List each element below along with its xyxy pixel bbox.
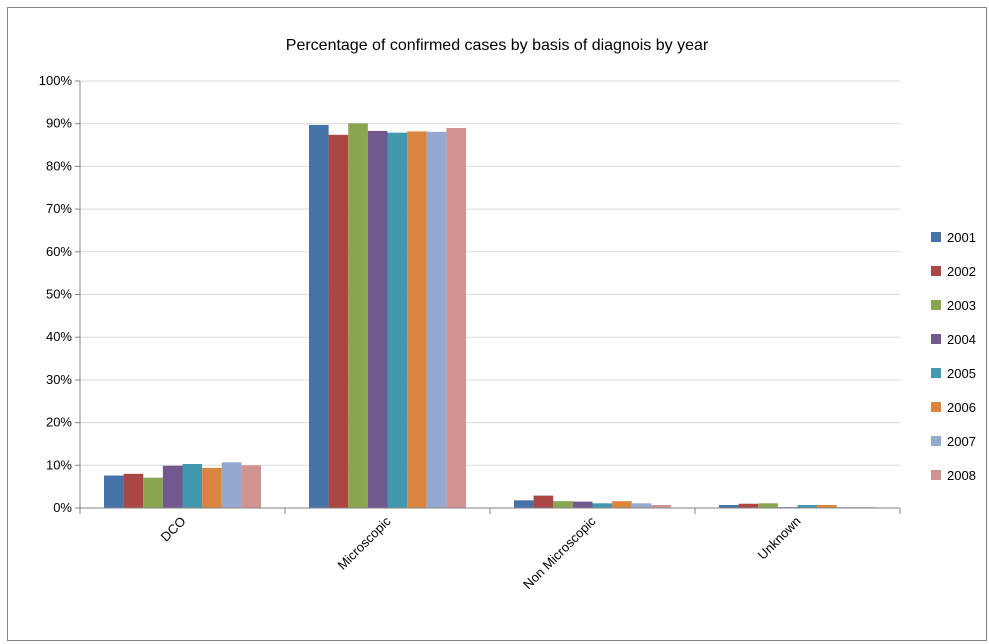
bar-2005-non-microscopic: [592, 503, 613, 508]
bar-2001-unknown: [719, 505, 739, 508]
bar-2008-non-microscopic: [651, 505, 671, 508]
legend-label: 2006: [947, 400, 976, 415]
bar-2001-dco: [104, 475, 124, 508]
x-category-label: Non Microscopic: [520, 513, 599, 592]
bar-2007-non-microscopic: [631, 503, 652, 508]
bar-2008-microscopic: [446, 127, 466, 508]
y-tick-label: 50%: [46, 287, 72, 302]
bar-2004-non-microscopic: [572, 501, 593, 508]
legend-swatch-2003: [931, 300, 941, 310]
bar-2006-microscopic: [407, 131, 427, 509]
y-tick-label: 40%: [46, 329, 72, 344]
bar-2006-unknown: [817, 505, 837, 508]
legend-swatch-2006: [931, 402, 941, 412]
y-tick-label: 0%: [53, 500, 72, 515]
legend-label: 2007: [947, 434, 976, 449]
bar-2003-dco: [143, 477, 163, 508]
legend-label: 2002: [947, 264, 976, 279]
y-tick-label: 30%: [46, 372, 72, 387]
legend-label: 2005: [947, 366, 976, 381]
legend: 2001 2002 2003 2004 2005 2006 2007 2008: [931, 230, 976, 483]
chart-frame: [7, 7, 987, 641]
legend-label: 2004: [947, 332, 976, 347]
legend-swatch-2007: [931, 436, 941, 446]
legend-label: 2001: [947, 230, 976, 245]
bar-2002-non-microscopic: [533, 495, 554, 508]
gridlines: [80, 80, 900, 466]
bar-2004-microscopic: [367, 130, 388, 509]
bar-2003-microscopic: [348, 123, 368, 508]
chart-title: Percentage of confirmed cases by basis o…: [286, 37, 709, 54]
bar-2004-dco: [162, 465, 183, 508]
bar-2005-dco: [182, 464, 203, 508]
bar-2001-microscopic: [309, 124, 329, 508]
y-tick-label: 80%: [46, 158, 72, 173]
bar-2005-microscopic: [387, 132, 408, 509]
bar-2007-microscopic: [426, 131, 447, 509]
bar-2002-dco: [123, 473, 144, 508]
bars: [104, 123, 876, 509]
y-axis-ticks: 0% 10% 20% 30% 40% 50% 60% 70% 80% 90% 100%: [39, 73, 80, 515]
bar-2006-non-microscopic: [612, 501, 632, 508]
y-tick-label: 20%: [46, 415, 72, 430]
legend-swatch-2001: [931, 232, 941, 242]
legend-swatch-2008: [931, 470, 941, 480]
x-category-label: DCO: [158, 514, 189, 545]
bar-2003-non-microscopic: [553, 501, 573, 508]
bar-2007-dco: [221, 462, 242, 508]
y-tick-label: 60%: [46, 244, 72, 259]
legend-swatch-2002: [931, 266, 941, 276]
bar-2001-non-microscopic: [514, 500, 534, 508]
bar-2002-unknown: [738, 503, 759, 508]
legend-swatch-2004: [931, 334, 941, 344]
bar-2008-dco: [241, 465, 261, 508]
legend-label: 2003: [947, 298, 976, 313]
y-tick-label: 10%: [46, 457, 72, 472]
bar-2006-dco: [202, 467, 222, 508]
bar-2005-unknown: [797, 505, 818, 508]
legend-swatch-2005: [931, 368, 941, 378]
x-category-label: Unknown: [755, 514, 804, 563]
x-category-label: Microscopic: [334, 513, 393, 572]
bar-2003-unknown: [758, 503, 778, 508]
y-tick-label: 100%: [39, 73, 73, 88]
x-axis-ticks: DCO Microscopic Non Microscopic Unknown: [79, 508, 901, 592]
legend-label: 2008: [947, 468, 976, 483]
y-tick-label: 70%: [46, 201, 72, 216]
bar-2002-microscopic: [328, 134, 349, 508]
y-tick-label: 90%: [46, 116, 72, 131]
